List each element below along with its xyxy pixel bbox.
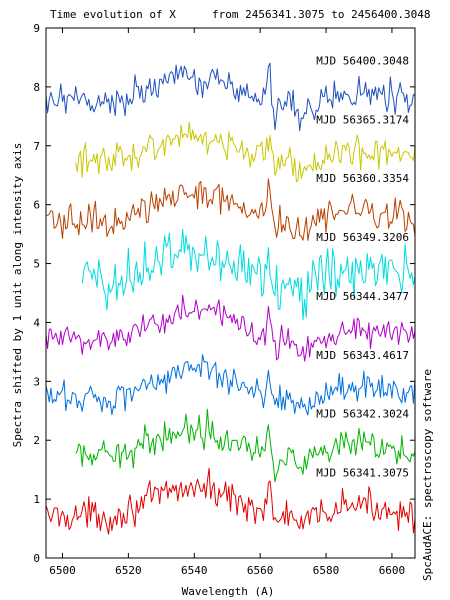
series-label-1: MJD 56342.3024 — [316, 408, 409, 421]
series-line-2 — [45, 354, 416, 416]
x-tick-label: 6500 — [49, 564, 76, 577]
y-tick-label: 7 — [33, 140, 40, 153]
x-tick-label: 6560 — [247, 564, 274, 577]
x-axis-label: Wavelength (A) — [182, 585, 275, 598]
series-line-1 — [75, 408, 416, 483]
y-tick-label: 3 — [33, 375, 40, 388]
series-label-3: MJD 56344.3477 — [316, 290, 409, 303]
y-tick-label: 0 — [33, 552, 40, 565]
series-line-7 — [45, 62, 416, 132]
series-label-5: MJD 56360.3354 — [316, 172, 409, 185]
series-label-4: MJD 56349.3206 — [316, 231, 409, 244]
x-tick-label: 6600 — [379, 564, 406, 577]
y-tick-label: 8 — [33, 81, 40, 94]
plot-frame — [45, 27, 416, 559]
x-tick-label: 6540 — [181, 564, 208, 577]
series-labels: MJD 56341.3075 MJD 56342.3024 MJD 56343.46… — [316, 54, 409, 479]
y-tick-label: 1 — [33, 493, 40, 506]
chart-subtitle: from 2456341.3075 to 2456400.3048 — [212, 8, 431, 21]
chart-title: Time evolution of X — [50, 8, 176, 21]
series-line-0 — [45, 467, 416, 535]
series-label-0: MJD 56341.3075 — [316, 467, 409, 480]
series-label-6: MJD 56365.3174 — [316, 113, 409, 126]
series-line-3 — [45, 294, 416, 362]
x-tick-label: 6580 — [313, 564, 340, 577]
y-axis-label: Spectra shifted by 1 unit along intensit… — [11, 143, 24, 448]
series-label-7: MJD 56400.3048 — [316, 54, 409, 67]
y-tick-label: 4 — [33, 316, 40, 329]
y-tick-label: 2 — [33, 434, 40, 447]
series-line-5 — [45, 178, 416, 241]
credit-text: SpcAudACE: spectroscopy software — [421, 369, 434, 581]
y-tick-label: 6 — [33, 199, 40, 212]
x-tick-label: 6520 — [115, 564, 142, 577]
series-line-4 — [81, 228, 416, 321]
series-line-6 — [75, 121, 416, 183]
series-label-2: MJD 56343.4617 — [316, 349, 409, 362]
y-tick-label: 5 — [33, 258, 40, 271]
series-group — [45, 62, 416, 535]
y-tick-label: 9 — [33, 22, 40, 35]
